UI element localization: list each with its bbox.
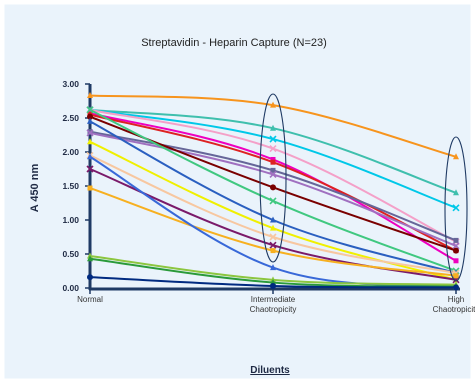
data-point (270, 184, 276, 191)
x-tick-label: Intermediate (251, 295, 296, 304)
data-point (269, 197, 277, 205)
data-point (270, 282, 276, 289)
y-tick-label: 2.00 (62, 147, 79, 157)
data-point (269, 241, 277, 249)
data-point (453, 273, 459, 279)
data-point (87, 185, 93, 191)
data-point (87, 138, 93, 145)
data-point (87, 92, 93, 99)
data-point (270, 224, 276, 231)
highlight-ellipse (444, 136, 468, 282)
y-tick-label: 0.50 (62, 249, 79, 259)
plot-layer: 0.00 0.50 1.00 1.50 2.00 2.50 3.00 Normal Interm… (62, 79, 475, 314)
x-tick-label: High (448, 295, 464, 304)
data-point (269, 170, 277, 179)
data-point (87, 274, 93, 281)
data-point (86, 165, 94, 173)
data-point (453, 237, 459, 243)
data-point (87, 153, 93, 160)
y-tick-label: 3.00 (62, 79, 79, 89)
data-point (269, 135, 277, 143)
data-point (270, 159, 276, 165)
data-point (453, 189, 459, 196)
data-point (86, 129, 94, 137)
data-point (270, 248, 276, 254)
data-point (270, 216, 276, 223)
data-point (453, 258, 459, 264)
data-point (270, 124, 276, 131)
data-point (87, 117, 93, 124)
y-tick-label: 0.00 (62, 283, 79, 293)
chart-title: Streptavidin - Heparin Capture (N=23) (141, 37, 327, 49)
y-axis-label: A 450 nm (29, 164, 41, 213)
highlight-ellipse (259, 93, 287, 263)
data-point (452, 204, 460, 212)
data-point (269, 145, 277, 153)
data-point (87, 113, 93, 120)
data-point (453, 284, 459, 291)
y-tick-label: 1.00 (62, 215, 79, 225)
data-point (269, 233, 277, 241)
x-axis-label: Diluents (250, 365, 290, 376)
data-point (453, 247, 459, 254)
data-point (452, 242, 460, 250)
x-tick-label: Chaotropicity (250, 305, 297, 314)
data-point (86, 106, 94, 114)
data-point (453, 153, 459, 160)
data-point (87, 255, 93, 262)
x-tick-label: Normal (77, 295, 103, 304)
data-point (270, 264, 276, 271)
data-point (270, 101, 276, 108)
x-tick-label: Chaotropicity (433, 305, 475, 314)
plot-background (3, 3, 472, 380)
data-point (270, 167, 276, 173)
y-tick-label: 2.50 (62, 113, 79, 123)
y-tick-label: 1.50 (62, 181, 79, 191)
data-point (270, 156, 276, 162)
data-point (87, 129, 93, 135)
